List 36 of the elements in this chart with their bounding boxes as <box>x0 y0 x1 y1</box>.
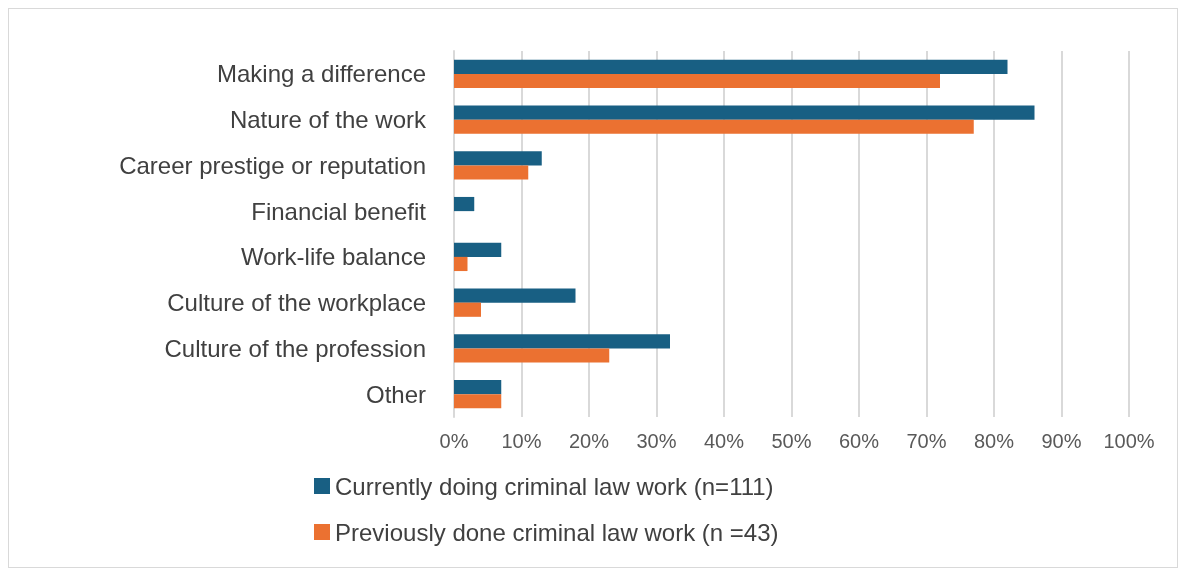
bar <box>454 242 502 257</box>
legend-label: Currently doing criminal law work (n=111) <box>335 472 774 500</box>
legend-label: Previously done criminal law work (n =43) <box>335 518 779 546</box>
y-tick-label: Culture of the workplace <box>167 289 426 317</box>
x-tick-label: 70% <box>906 430 947 452</box>
bar <box>454 165 529 180</box>
x-tick-label: 40% <box>703 430 745 452</box>
y-tick-label: Financial benefit <box>251 197 427 225</box>
bar <box>454 151 542 166</box>
x-tick-label: 50% <box>771 430 812 452</box>
bar <box>454 348 610 363</box>
bar <box>454 59 1008 74</box>
y-tick-label: Nature of the work <box>229 106 427 134</box>
bar <box>454 73 940 89</box>
bar <box>454 394 502 409</box>
bar <box>454 105 1035 120</box>
y-tick-label: Work-life balance <box>241 243 426 271</box>
x-tick-label: 60% <box>838 430 880 452</box>
bar <box>454 379 502 395</box>
x-tick-label: 30% <box>636 430 677 452</box>
bar <box>454 302 481 317</box>
x-tick-label: 10% <box>501 430 542 452</box>
x-tick-label: 90% <box>1041 430 1082 452</box>
x-tick-label: 100% <box>1103 430 1155 452</box>
x-tick-label: 0% <box>439 430 469 452</box>
y-tick-label: Other <box>365 380 426 408</box>
bar <box>454 119 974 134</box>
bar <box>454 256 468 272</box>
bar <box>454 288 576 303</box>
x-tick-label: 80% <box>973 430 1015 452</box>
bar <box>454 334 670 349</box>
bar <box>454 196 475 212</box>
y-tick-label: Career prestige or reputation <box>119 151 426 179</box>
y-tick-label: Culture of the profession <box>164 334 426 362</box>
x-tick-label: 20% <box>568 430 610 452</box>
y-tick-label: Making a difference <box>216 60 426 88</box>
